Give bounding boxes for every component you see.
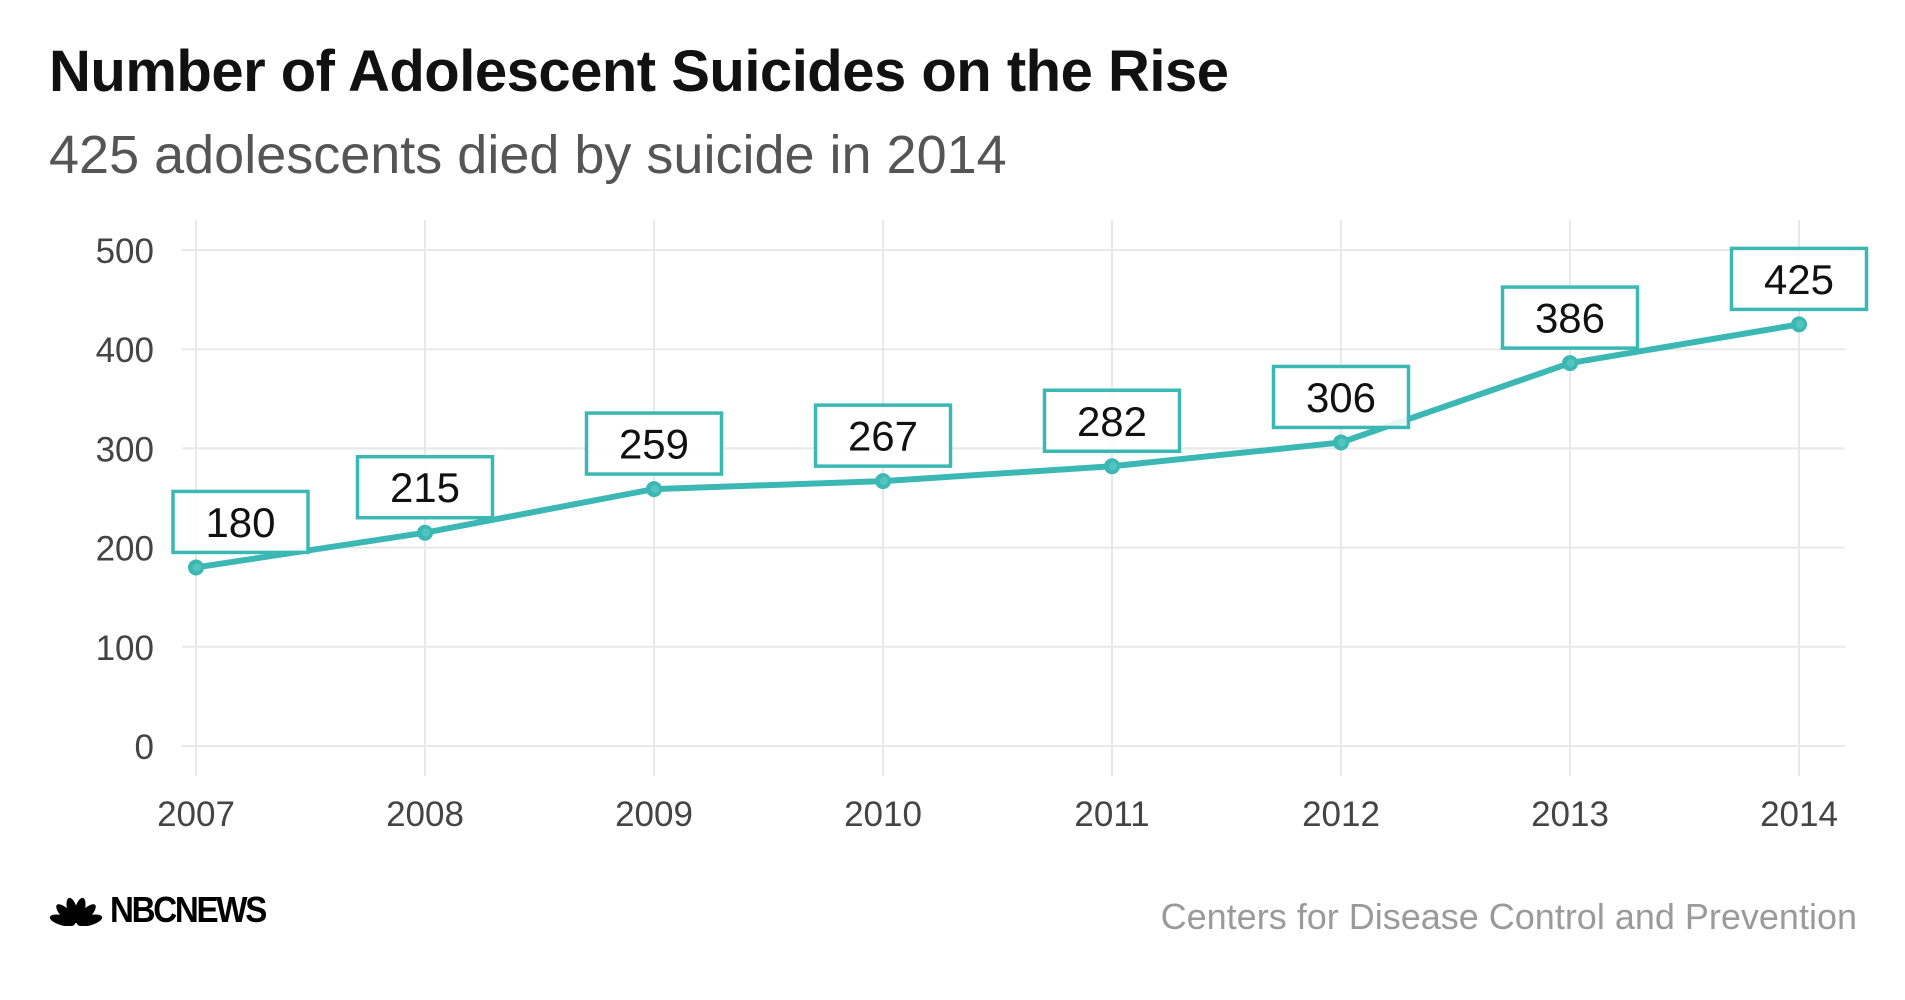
data-label: 386 xyxy=(1500,285,1640,350)
nbc-news-wordmark: NBCNEWS xyxy=(110,889,267,930)
y-tick-label: 0 xyxy=(135,728,154,767)
chart-subtitle: 425 adolescents died by suicide in 2014 xyxy=(49,125,1007,185)
data-label-box xyxy=(584,411,724,476)
series-line xyxy=(193,321,1802,571)
data-label: 215 xyxy=(355,454,495,520)
data-point-marker-center xyxy=(1796,320,1804,329)
y-tick-label: 500 xyxy=(96,232,154,271)
y-axis: 0 100 200 300 400 500 xyxy=(96,232,154,767)
data-label: 425 xyxy=(1729,246,1869,312)
data-label-box xyxy=(1500,285,1640,350)
data-point-marker-center xyxy=(193,563,201,572)
data-point-marker-center xyxy=(422,528,430,537)
data-label-text: 306 xyxy=(1306,374,1376,421)
x-tick-label: 2010 xyxy=(844,795,922,834)
x-axis: 2007 2008 2009 2010 2011 2012 2013 2014 xyxy=(157,795,1838,834)
data-labels: 180 215 259 267 282 306 386 425 xyxy=(171,246,1869,555)
data-label-text: 180 xyxy=(205,499,275,546)
nbc-peacock-icon xyxy=(49,897,103,926)
x-tick-label: 2012 xyxy=(1302,795,1380,834)
data-label-text: 259 xyxy=(619,421,689,468)
chart-title: Number of Adolescent Suicides on the Ris… xyxy=(49,39,1229,104)
data-label: 306 xyxy=(1271,364,1411,430)
data-point-marker-center xyxy=(1567,359,1575,368)
data-label-box xyxy=(355,454,495,520)
data-label-box xyxy=(813,403,953,468)
data-label-box xyxy=(1271,364,1411,430)
data-markers xyxy=(188,316,1807,576)
data-label-box xyxy=(171,489,310,555)
y-tick-label: 200 xyxy=(96,530,154,569)
y-tick-label: 100 xyxy=(96,629,154,668)
data-label: 282 xyxy=(1042,388,1182,454)
y-tick-label: 400 xyxy=(96,331,154,370)
x-tick-label: 2009 xyxy=(615,795,693,834)
data-label-box xyxy=(1042,388,1182,454)
data-label: 267 xyxy=(813,403,953,468)
x-tick-label: 2007 xyxy=(157,795,235,834)
x-tick-label: 2008 xyxy=(386,795,464,834)
data-label: 180 xyxy=(171,489,310,555)
series-line-group xyxy=(193,321,1802,571)
nbc-news-logo: NBCNEWS xyxy=(48,890,279,930)
data-label: 259 xyxy=(584,411,724,476)
x-tick-label: 2013 xyxy=(1531,795,1609,834)
data-label-box xyxy=(1729,246,1869,312)
data-label-text: 215 xyxy=(390,464,460,511)
source-credit: Centers for Disease Control and Preventi… xyxy=(1160,896,1857,937)
y-tick-label: 300 xyxy=(96,430,154,469)
data-point-marker-center xyxy=(651,485,659,494)
data-label-text: 267 xyxy=(848,413,918,460)
data-label-text: 425 xyxy=(1764,256,1834,303)
data-point-marker-center xyxy=(1109,462,1117,471)
data-point-marker-center xyxy=(880,477,888,486)
x-tick-label: 2011 xyxy=(1074,795,1149,834)
data-point-marker-center xyxy=(1338,438,1346,447)
data-label-text: 282 xyxy=(1077,398,1147,445)
x-tick-label: 2014 xyxy=(1760,795,1838,834)
data-label-text: 386 xyxy=(1535,295,1605,342)
